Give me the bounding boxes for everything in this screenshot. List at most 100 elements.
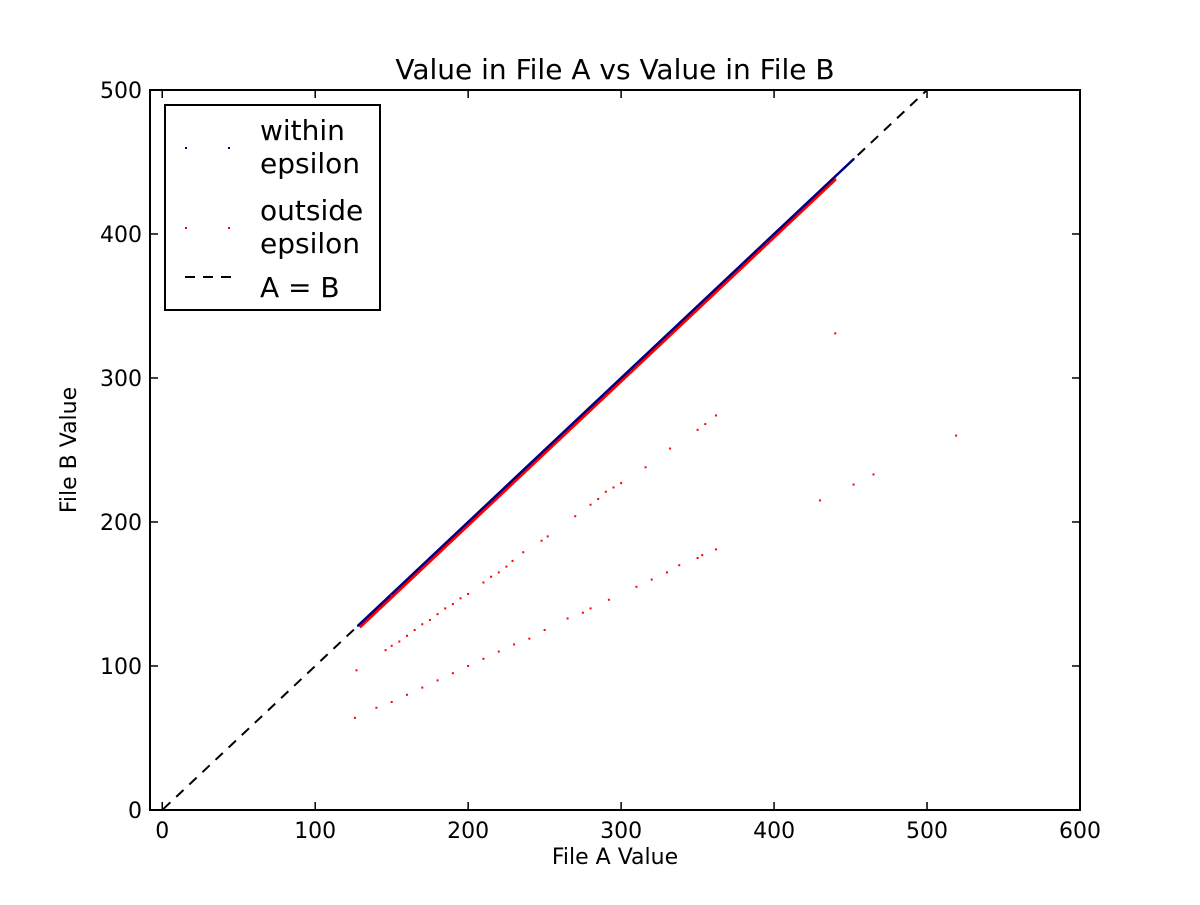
data-point [788,221,791,224]
data-point [421,623,424,626]
data-point [444,607,447,610]
data-point [459,597,462,600]
data-point [666,336,669,339]
y-tick-label: 100 [100,655,142,680]
data-point [635,585,638,588]
x-tick-label: 300 [600,819,642,844]
data-point [669,447,672,450]
data-point [355,669,358,672]
data-point [701,554,704,557]
plot-content [160,90,958,810]
data-point [696,557,699,559]
data-point [644,466,647,469]
data-point [428,618,431,621]
data-point [482,509,485,512]
legend-marker [185,147,187,149]
data-point [620,377,623,379]
data-point [497,650,500,653]
data-point [513,643,516,646]
data-point [436,613,439,616]
x-tick-label: 500 [906,819,948,844]
data-point [528,637,531,640]
legend-label: A = B [260,271,340,304]
data-point [734,269,737,271]
data-point [513,480,516,483]
chart-title: Value in File A vs Value in File B [395,53,834,86]
y-tick-label: 200 [100,511,142,536]
data-point [581,611,584,614]
data-point [436,679,439,682]
data-point [390,594,393,597]
data-point [818,192,821,195]
data-point [505,485,508,487]
data-point [635,365,638,368]
legend-label: outside [260,194,363,227]
data-point [872,473,875,476]
data-point [482,581,485,584]
data-point [543,629,546,631]
data-point [490,575,493,578]
data-point [678,564,681,567]
data-point [543,449,546,451]
x-axis-label: File A Value [552,845,678,870]
data-point [451,538,454,541]
outside-epsilon-series [353,178,958,719]
data-point [696,428,699,431]
y-tick-label: 500 [100,79,142,104]
data-point [666,571,669,574]
data-point [727,279,730,282]
data-point [696,305,699,307]
data-point [574,515,577,518]
data-point [357,624,360,627]
data-point [955,434,958,437]
data-point [451,672,454,675]
data-point [421,686,424,689]
data-point [566,617,569,620]
legend-entry: A = B [185,271,340,304]
x-tick-label: 400 [753,819,795,844]
data-point [589,503,592,506]
plot-frame [149,89,1081,811]
data-point [384,649,387,652]
data-point [511,559,514,562]
legend-marker [185,227,187,229]
data-point [607,598,610,601]
data-point [852,158,855,161]
data-point [714,548,717,551]
data-point [428,557,431,559]
data-point [574,423,577,426]
data-point [818,499,821,502]
data-point [405,693,408,696]
data-point [467,665,470,667]
legend-marker [228,227,230,229]
legend-label: epsilon [260,147,360,180]
data-point [451,603,454,606]
legend-label: epsilon [260,227,360,260]
data-point [581,413,584,415]
data-point [522,551,525,554]
data-point [757,250,760,253]
y-tick-label: 400 [100,223,142,248]
y-tick-label: 300 [100,367,142,392]
y-tick-label: 0 [128,799,142,824]
x-tick-label: 200 [447,819,489,844]
data-point [604,394,607,397]
data-point [540,539,543,542]
data-point [353,716,356,719]
data-point [497,571,500,574]
data-point [405,634,408,637]
within-epsilon-series [357,158,855,627]
data-point [714,414,717,417]
data-point [589,607,592,610]
data-point [375,706,378,709]
x-tick-label: 600 [1059,819,1101,844]
within-epsilon-band [357,158,855,627]
data-point [398,640,401,643]
data-point [843,166,846,169]
data-point [620,482,623,485]
